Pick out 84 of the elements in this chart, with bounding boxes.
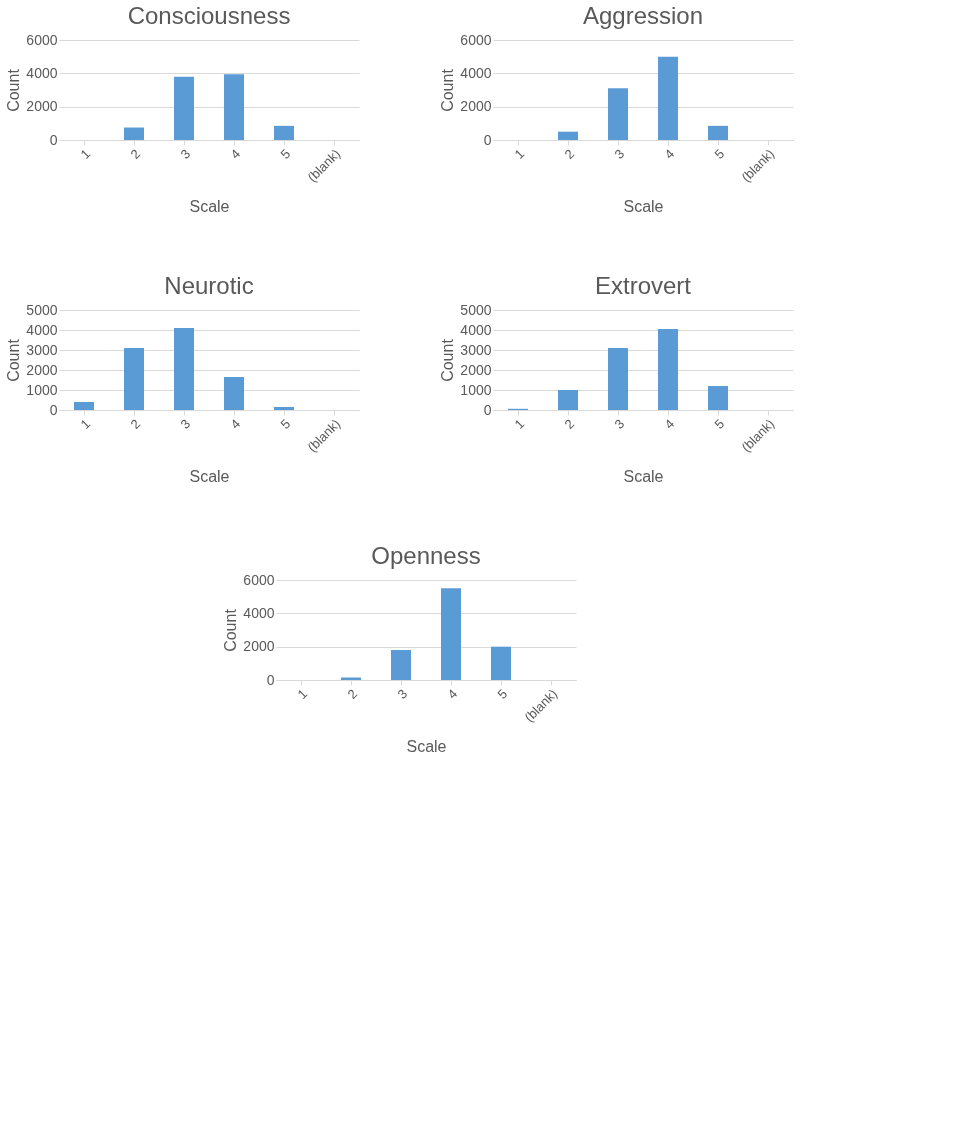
y-tick-label: 0 xyxy=(483,401,492,418)
x-tick-label: 5 xyxy=(711,416,728,432)
x-tick-label: 3 xyxy=(177,146,194,162)
y-tick-label: 0 xyxy=(266,671,275,688)
x-axis-title: Scale xyxy=(623,197,664,215)
bar xyxy=(608,348,628,410)
bar xyxy=(558,131,578,140)
bar xyxy=(558,390,578,410)
x-tick-label: 2 xyxy=(561,146,578,162)
bar xyxy=(174,328,194,410)
y-axis-title: Count xyxy=(439,68,457,112)
bar xyxy=(174,76,194,140)
x-tick-label: 1 xyxy=(294,686,311,702)
x-tick-label: 3 xyxy=(611,416,628,432)
bar xyxy=(274,125,294,140)
bar xyxy=(274,407,294,410)
y-tick-label: 6000 xyxy=(26,31,58,48)
chart-title: Neurotic xyxy=(164,272,254,299)
y-tick-label: 6000 xyxy=(243,571,275,588)
x-tick-label: 3 xyxy=(177,416,194,432)
x-tick-label: 2 xyxy=(127,416,144,432)
x-tick-label: 1 xyxy=(77,416,94,432)
bar xyxy=(708,386,728,410)
bar xyxy=(658,56,678,140)
bar xyxy=(708,125,728,140)
bar xyxy=(74,402,94,410)
x-tick-label: 2 xyxy=(127,146,144,162)
x-tick-label: 5 xyxy=(277,146,294,162)
bar xyxy=(124,127,144,140)
x-tick-label: 1 xyxy=(511,416,528,432)
x-tick-label: 4 xyxy=(227,416,244,432)
y-tick-label: 1000 xyxy=(460,381,492,398)
x-axis-title: Scale xyxy=(406,737,447,755)
y-tick-label: 5000 xyxy=(26,301,58,318)
bar xyxy=(391,650,411,680)
bar xyxy=(658,329,678,410)
y-tick-label: 2000 xyxy=(460,98,492,115)
x-tick-label: 1 xyxy=(511,146,528,162)
y-tick-label: 4000 xyxy=(460,321,492,338)
y-tick-label: 1000 xyxy=(26,381,58,398)
x-tick-label: 5 xyxy=(277,416,294,432)
chart-title: Extrovert xyxy=(594,272,692,299)
x-axis-title: Scale xyxy=(189,197,230,215)
bar xyxy=(608,88,628,140)
bar xyxy=(491,646,511,680)
y-tick-label: 4000 xyxy=(460,64,492,81)
y-axis-title: Count xyxy=(439,338,457,382)
x-tick-label: 1 xyxy=(77,146,94,162)
y-tick-label: 5000 xyxy=(460,301,492,318)
y-tick-label: 3000 xyxy=(26,341,58,358)
x-tick-label: 2 xyxy=(344,686,361,702)
y-tick-label: 2000 xyxy=(26,361,58,378)
bar xyxy=(224,74,244,140)
x-axis-title: Scale xyxy=(623,467,664,485)
chart-title: Aggression xyxy=(582,2,704,29)
x-tick-label: 4 xyxy=(444,686,461,702)
y-tick-label: 3000 xyxy=(460,341,492,358)
y-tick-label: 4000 xyxy=(26,64,58,81)
y-tick-label: 2000 xyxy=(243,638,275,655)
y-axis-title: Count xyxy=(5,338,23,382)
chart-title: Consciousness xyxy=(127,2,291,29)
x-tick-label: 3 xyxy=(611,146,628,162)
x-tick-label: 4 xyxy=(227,146,244,162)
bar xyxy=(441,588,461,680)
y-tick-label: 4000 xyxy=(243,604,275,621)
y-tick-label: 0 xyxy=(49,131,58,148)
x-tick-label: 4 xyxy=(661,416,678,432)
y-tick-label: 4000 xyxy=(26,321,58,338)
y-tick-label: 0 xyxy=(483,131,492,148)
y-axis-title: Count xyxy=(222,608,240,652)
chart-title: Openness xyxy=(371,542,481,569)
y-tick-label: 6000 xyxy=(460,31,492,48)
bar xyxy=(124,348,144,410)
x-tick-label: 5 xyxy=(494,686,511,702)
y-tick-label: 2000 xyxy=(460,361,492,378)
y-tick-label: 2000 xyxy=(26,98,58,115)
bar xyxy=(224,377,244,410)
x-tick-label: 5 xyxy=(711,146,728,162)
x-tick-label: 2 xyxy=(561,416,578,432)
y-axis-title: Count xyxy=(5,68,23,112)
y-tick-label: 0 xyxy=(49,401,58,418)
x-tick-label: 4 xyxy=(661,146,678,162)
x-axis-title: Scale xyxy=(189,467,230,485)
x-tick-label: 3 xyxy=(394,686,411,702)
